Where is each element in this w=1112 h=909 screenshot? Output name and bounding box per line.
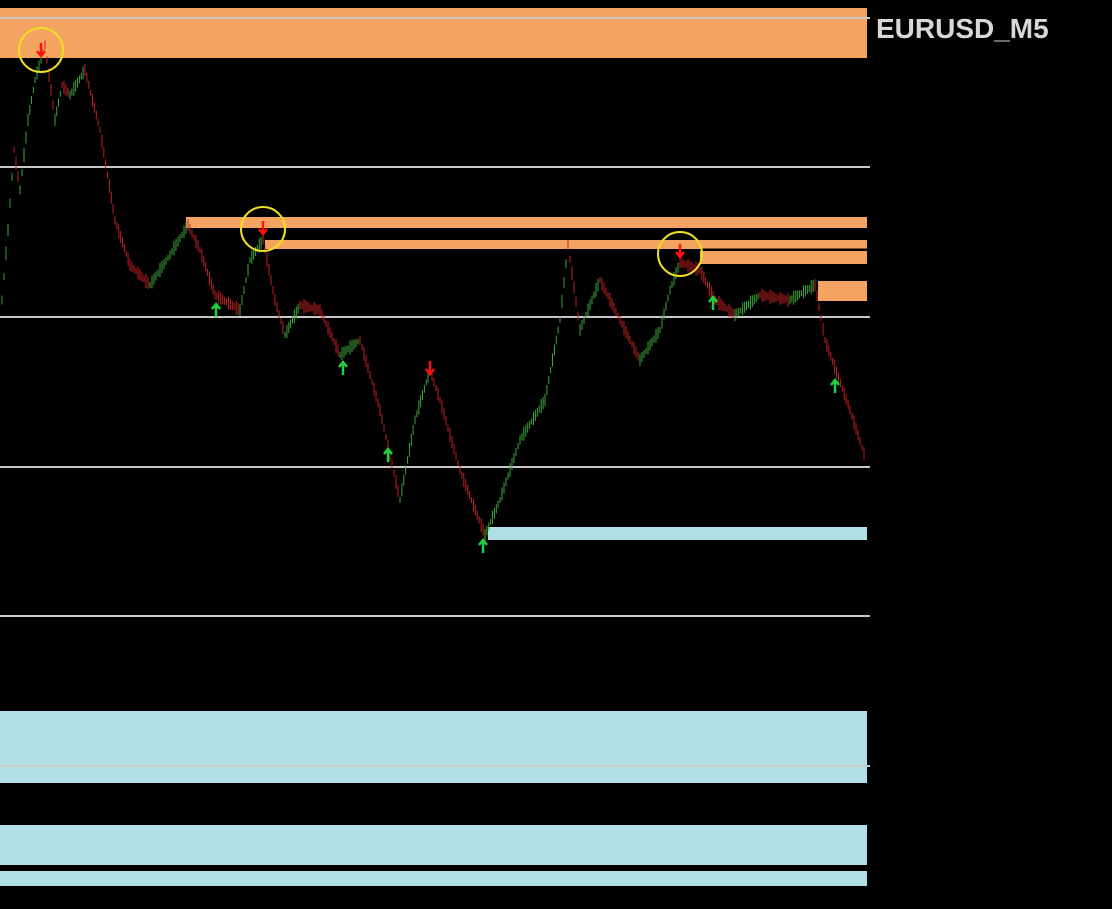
- signal-circle: [18, 27, 64, 73]
- signal-circle: [240, 206, 286, 252]
- demand-zone: [0, 711, 867, 783]
- supply-zone: [186, 217, 867, 228]
- supply-zones: [0, 8, 867, 301]
- demand-zone: [0, 825, 867, 865]
- supply-zone: [818, 281, 867, 301]
- demand-zones: [0, 527, 867, 886]
- signal-arrows: [36, 43, 840, 553]
- signal-circles: [18, 27, 703, 277]
- buy-arrow: [338, 359, 348, 375]
- sell-arrow: [425, 361, 435, 377]
- sell-arrow: [675, 244, 685, 260]
- buy-arrow: [830, 377, 840, 393]
- supply-zone: [0, 8, 867, 58]
- buy-arrow: [708, 294, 718, 310]
- buy-arrow: [478, 537, 488, 553]
- signal-circle: [657, 231, 703, 277]
- buy-arrow: [383, 446, 393, 462]
- price-bars: [1, 40, 865, 541]
- demand-zone: [488, 527, 867, 540]
- supply-zone: [700, 251, 867, 264]
- buy-arrow: [211, 301, 221, 317]
- level-lines: [0, 17, 870, 767]
- sell-arrow: [258, 221, 268, 237]
- supply-zone: [265, 240, 867, 249]
- demand-zone: [0, 871, 867, 886]
- sell-arrow: [36, 43, 46, 59]
- symbol-label: EURUSD_M5: [876, 13, 1049, 44]
